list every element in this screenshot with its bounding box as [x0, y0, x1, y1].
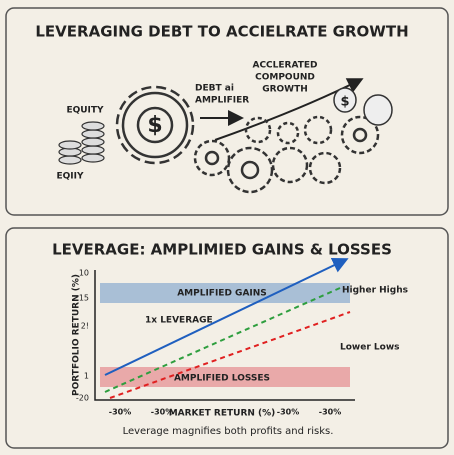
gears [193, 115, 380, 194]
x-tick-label: -30% [151, 408, 173, 417]
label-lower: Lower Lows [340, 343, 400, 353]
x-tick-label: -30% [109, 408, 131, 417]
losses-band [100, 367, 350, 387]
gains-label: AMPLIFIED GAINS [177, 289, 267, 299]
y-tick-label: 1 [84, 372, 89, 381]
line-higher [104, 287, 341, 393]
equity-label: EQUITY [66, 106, 104, 116]
coins-label: EQIIY [56, 172, 83, 182]
x-tick-label: -30% [277, 408, 299, 417]
debt-label: DEBT ai [195, 84, 234, 94]
top-panel [5, 7, 449, 216]
top-title: LEVERAGING DEBT TO ACCIELRATE GROWTH [35, 23, 408, 41]
label-higher: Higher Highs [342, 286, 408, 296]
losses-label: AMPLIFIED LOSSES [174, 374, 270, 384]
growth-label: ACCLERATED [252, 61, 317, 71]
svg-text:$: $ [147, 113, 162, 138]
line-1x [104, 257, 349, 376]
y-tick-label: 10 [79, 269, 89, 278]
axes [94, 270, 355, 401]
growth-label: COMPOUND [255, 73, 315, 83]
main-gear: $ [115, 85, 195, 165]
money-bags: $ [333, 87, 393, 126]
growth-arrow [214, 78, 364, 141]
chart-title: LEVERAGE: AMPLIMIED GAINS & LOSSES [52, 241, 392, 259]
x-tick-label: -30% [319, 408, 341, 417]
y-tick-label: 2! [81, 322, 89, 331]
caption: Leverage magnifies both profits and risk… [123, 426, 334, 437]
x-axis-label: MARKET RETURN (%) [169, 409, 276, 419]
amplifier-label: AMPLIFIER [195, 96, 249, 106]
coins [58, 121, 105, 165]
svg-text:$: $ [340, 95, 349, 110]
y-axis-label: PORTFOLIO RETURN (%) [72, 274, 82, 396]
y-tick-label: 15 [79, 294, 89, 303]
label-1x: 1x LEVERAGE [145, 316, 213, 326]
growth-label: GROWTH [262, 85, 308, 95]
y-tick-label: -20 [76, 394, 89, 403]
line-lower [109, 311, 351, 399]
